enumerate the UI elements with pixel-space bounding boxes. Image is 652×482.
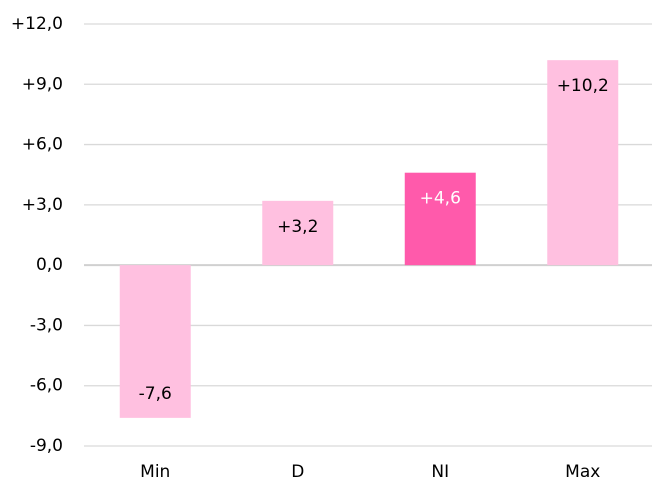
bar bbox=[547, 60, 619, 266]
data-label: +4,6 bbox=[420, 189, 461, 209]
x-category-label: Min bbox=[140, 462, 170, 482]
bar bbox=[404, 172, 476, 266]
y-tick-label: -6,0 bbox=[30, 376, 63, 396]
data-label: +10,2 bbox=[557, 76, 609, 96]
y-tick-label: +12,0 bbox=[11, 14, 63, 34]
bar bbox=[262, 200, 334, 266]
data-label: -7,6 bbox=[139, 384, 172, 404]
x-category-label: D bbox=[291, 462, 304, 482]
y-tick-label: -9,0 bbox=[30, 436, 63, 456]
x-category-label: NI bbox=[431, 462, 449, 482]
x-category-label: Max bbox=[565, 462, 600, 482]
y-tick-label: +9,0 bbox=[22, 74, 63, 94]
y-tick-label: -3,0 bbox=[30, 315, 63, 335]
bar bbox=[119, 265, 191, 418]
y-tick-label: +3,0 bbox=[22, 195, 63, 215]
y-tick-label: +6,0 bbox=[22, 135, 63, 155]
data-label: +3,2 bbox=[277, 217, 318, 237]
y-tick-label: 0,0 bbox=[36, 255, 63, 275]
